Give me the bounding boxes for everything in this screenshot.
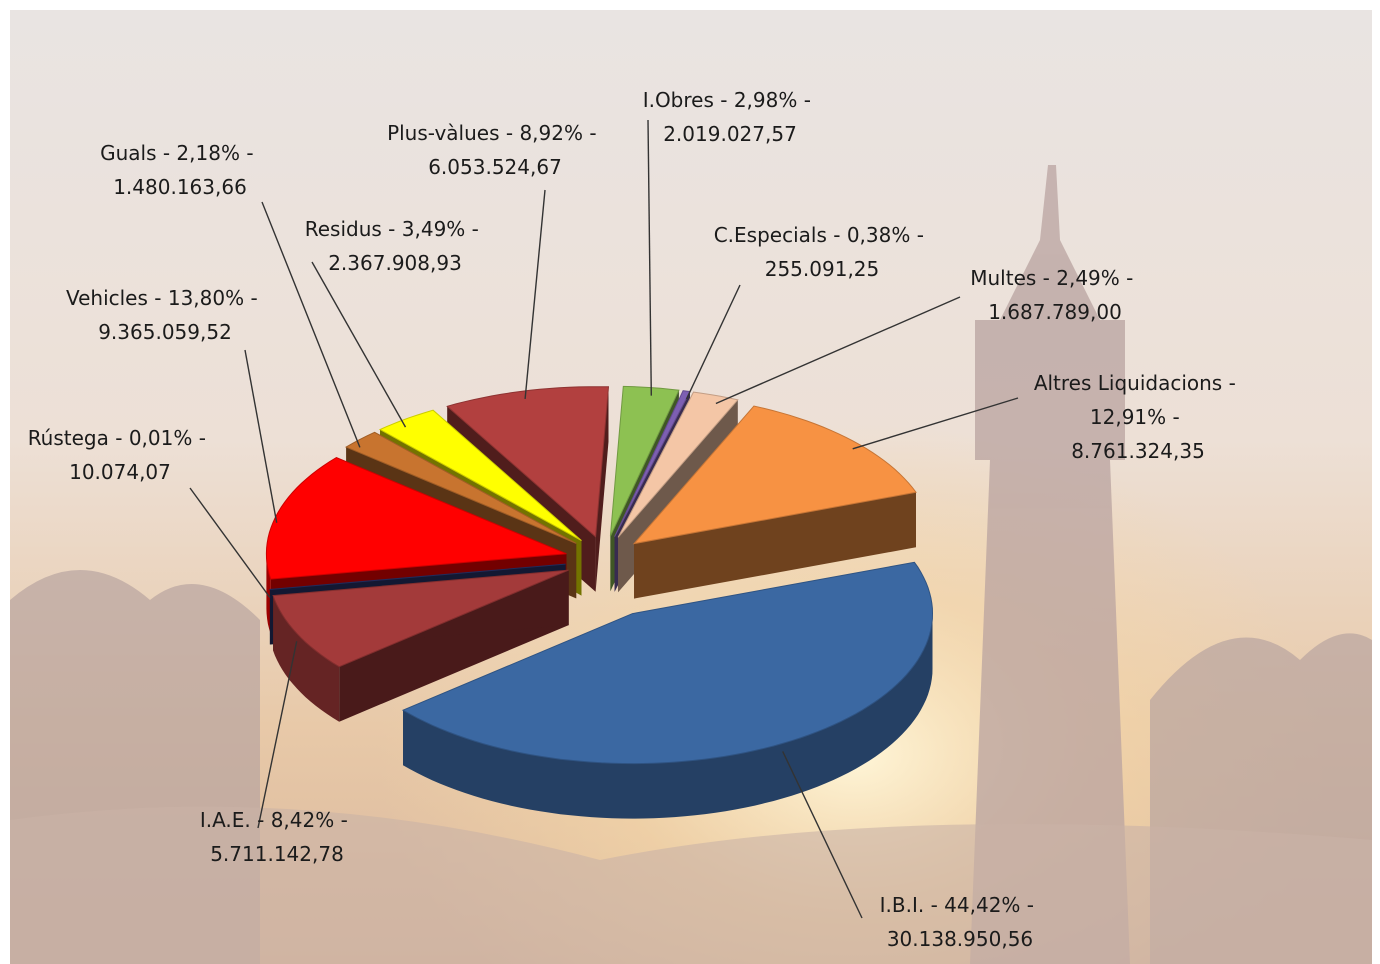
slice-side bbox=[403, 613, 933, 819]
label-part: 0,38% bbox=[847, 223, 911, 247]
leader-line bbox=[524, 189, 546, 399]
label-part: - bbox=[334, 808, 354, 832]
slice bbox=[265, 456, 567, 580]
label-part: C.Especials bbox=[714, 223, 827, 247]
label-part: 5.711.142,78 bbox=[210, 842, 344, 866]
data-label: C.Especials - 0,38% - 255.091,25 bbox=[714, 223, 931, 281]
slice bbox=[401, 561, 934, 765]
label-part: Altres Liquidacions bbox=[1034, 371, 1222, 395]
leader-line bbox=[311, 261, 407, 428]
pie bbox=[265, 385, 934, 819]
label-part: 3,49% bbox=[402, 217, 466, 241]
label-part: 0,01% bbox=[129, 426, 193, 450]
label-part: - bbox=[500, 121, 520, 145]
label-part: - bbox=[382, 217, 402, 241]
slice bbox=[378, 409, 582, 542]
label-part: I.B.I. bbox=[880, 893, 925, 917]
leader-line bbox=[685, 284, 741, 400]
slice bbox=[272, 569, 569, 668]
label-part: - bbox=[192, 426, 212, 450]
label-part: - bbox=[583, 121, 603, 145]
label-part: - bbox=[797, 88, 817, 112]
label-part: 1.480.163,66 bbox=[113, 175, 247, 199]
label-part: I.A.E. bbox=[200, 808, 251, 832]
label-part: - bbox=[1166, 405, 1186, 429]
label-part: Residus bbox=[305, 217, 382, 241]
label-part: 8,42% bbox=[271, 808, 335, 832]
label-part: - bbox=[1120, 266, 1140, 290]
label-part: - bbox=[714, 88, 734, 112]
label-part: - bbox=[1020, 893, 1040, 917]
leader-line bbox=[261, 201, 361, 448]
label-part: - bbox=[251, 808, 271, 832]
ground bbox=[10, 806, 1372, 964]
label-part: 12,91% bbox=[1090, 405, 1166, 429]
slice bbox=[446, 386, 610, 538]
label-part: 8,92% bbox=[519, 121, 583, 145]
slice-side bbox=[266, 553, 271, 635]
data-label: Vehicles - 13,80% - 9.365.059,52 bbox=[66, 286, 264, 344]
leader-line bbox=[715, 296, 961, 405]
leader-line bbox=[852, 397, 1019, 450]
label-part: 44,42% bbox=[944, 893, 1020, 917]
label-part: - bbox=[827, 223, 847, 247]
label-part: - bbox=[109, 426, 129, 450]
label-part: 255.091,25 bbox=[765, 257, 880, 281]
slice bbox=[344, 431, 577, 544]
label-part: 1.687.789,00 bbox=[988, 300, 1122, 324]
labels: I.B.I. - 44,42% - 30.138.950,56 I.A.E. - … bbox=[28, 88, 1242, 951]
slice-side bbox=[273, 595, 340, 722]
leader-line bbox=[244, 349, 278, 523]
label-part: 2.019.027,57 bbox=[663, 122, 797, 146]
data-label: I.A.E. - 8,42% - 5.711.142,78 bbox=[200, 808, 354, 866]
label-part: - bbox=[148, 286, 168, 310]
slice-wall bbox=[595, 386, 609, 592]
slice bbox=[632, 405, 917, 545]
label-part: - bbox=[244, 286, 264, 310]
data-label: I.Obres - 2,98% - 2.019.027,57 bbox=[643, 88, 818, 146]
leader-line bbox=[647, 119, 652, 396]
data-label: Plus-vàlues - 8,92% - 6.053.524,67 bbox=[387, 121, 603, 179]
label-part: Guals bbox=[100, 141, 156, 165]
label-part: - bbox=[465, 217, 485, 241]
label-part: 9.365.059,52 bbox=[98, 320, 232, 344]
label-part: Multes bbox=[970, 266, 1036, 290]
label-part: - bbox=[156, 141, 176, 165]
label-part: I.Obres bbox=[643, 88, 714, 112]
slice-wall bbox=[634, 492, 916, 599]
label-part: 2,98% bbox=[734, 88, 798, 112]
label-part: 10.074,07 bbox=[69, 460, 171, 484]
label-part: Rústega bbox=[28, 426, 109, 450]
slice bbox=[269, 563, 566, 591]
data-label: Rústega - 0,01% - 10.074,07 bbox=[28, 426, 213, 484]
data-label: Multes - 2,49% - 1.687.789,00 bbox=[970, 266, 1139, 324]
leader-line bbox=[782, 751, 863, 919]
data-label: Guals - 2,18% - 1.480.163,66 bbox=[100, 141, 260, 199]
slice bbox=[617, 391, 739, 538]
leader-line bbox=[257, 641, 298, 829]
label-part: - bbox=[1036, 266, 1056, 290]
label-part: - bbox=[924, 893, 944, 917]
slice bbox=[614, 390, 691, 537]
label-part: - bbox=[1222, 371, 1242, 395]
data-label: I.B.I. - 44,42% - 30.138.950,56 bbox=[880, 893, 1041, 951]
label-part: 8.761.324,35 bbox=[1071, 439, 1205, 463]
label-part: - bbox=[910, 223, 930, 247]
label-part: 2.367.908,93 bbox=[328, 251, 462, 275]
label-part: 2,18% bbox=[176, 141, 240, 165]
data-label: Residus - 3,49% - 2.367.908,93 bbox=[305, 217, 486, 275]
label-part: 30.138.950,56 bbox=[887, 927, 1033, 951]
label-part: Vehicles bbox=[66, 286, 148, 310]
data-label: Altres Liquidacions - 12,91% - 8.761.324… bbox=[1034, 371, 1242, 463]
leader-line bbox=[189, 487, 271, 598]
label-part: Plus-vàlues bbox=[387, 121, 499, 145]
label-part: 6.053.524,67 bbox=[428, 155, 562, 179]
label-part: 2,49% bbox=[1056, 266, 1120, 290]
label-part: - bbox=[240, 141, 260, 165]
label-part: 13,80% bbox=[168, 286, 244, 310]
